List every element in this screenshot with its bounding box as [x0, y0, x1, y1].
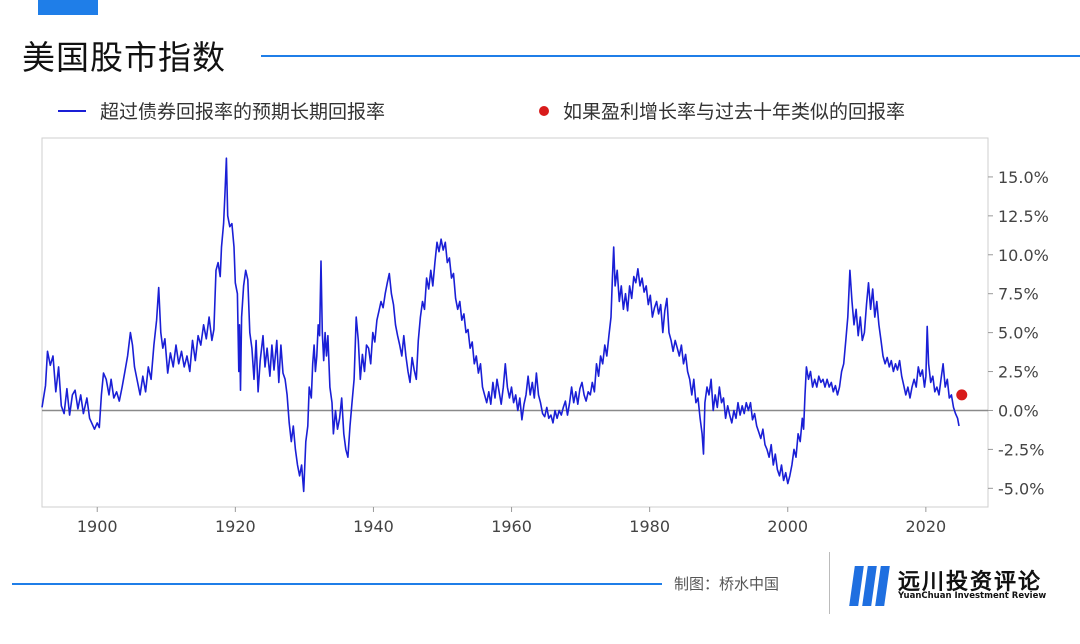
x-tick-label: 1960 [491, 517, 532, 536]
y-tick-label: 15.0% [998, 168, 1049, 187]
y-tick-label: 10.0% [998, 246, 1049, 265]
legend-item-dot: 如果盈利增长率与过去十年类似的回报率 [539, 97, 905, 124]
x-tick-label: 1920 [215, 517, 256, 536]
legend-line-marker [58, 109, 86, 112]
footer-divider [829, 552, 830, 614]
y-tick-label: -5.0% [998, 479, 1044, 498]
title-accent-bar [38, 0, 98, 15]
series-line-excess-return [41, 157, 960, 493]
x-tick-label: 2020 [905, 517, 946, 536]
logo-icon [849, 566, 890, 606]
footer-line [12, 583, 662, 585]
legend-label-line: 超过债券回报率的预期长期回报率 [100, 101, 386, 123]
plot-area-border [41, 137, 989, 508]
y-tick-label: 2.5% [998, 363, 1039, 382]
legend-item-line: 超过债券回报率的预期长期回报率 [58, 97, 385, 124]
x-tick-label: 1940 [353, 517, 394, 536]
x-tick-label: 1900 [77, 517, 118, 536]
series-point-projected-return [956, 389, 968, 401]
x-tick-label: 2000 [767, 517, 808, 536]
y-tick-label: 0.0% [998, 401, 1039, 420]
page-title: 美国股市指数 [22, 38, 226, 77]
y-tick-label: 5.0% [998, 324, 1039, 343]
y-tick-label: 12.5% [998, 207, 1049, 226]
logo-subtext: YuanChuan Investment Review [898, 591, 1047, 601]
y-tick-label: -2.5% [998, 440, 1044, 459]
logo-text: 远川投资评论 [898, 570, 1043, 595]
x-tick-label: 1980 [629, 517, 670, 536]
y-tick-label: 7.5% [998, 285, 1039, 304]
title-underline [261, 55, 1080, 57]
legend-label-dot: 如果盈利增长率与过去十年类似的回报率 [563, 101, 906, 123]
legend-dot-marker [539, 105, 549, 116]
line-chart: 15.0% 12.5% 10.0% 7.5% 5.0% 2.5% 0.0% -2.5% -5.0… [41, 137, 1049, 536]
credit-text: 制图：桥水中国 [674, 575, 780, 593]
